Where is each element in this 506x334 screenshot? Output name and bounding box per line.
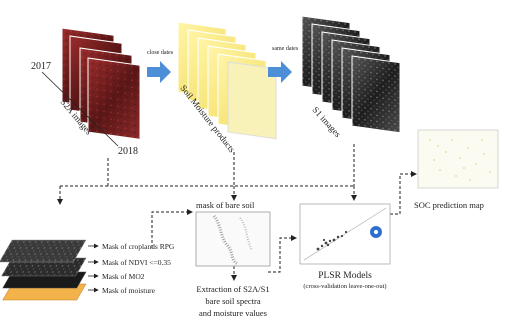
- close-dates-label: close dates: [147, 50, 174, 56]
- plsr-subtitle: (cross-validation leave-one-out): [303, 283, 386, 290]
- extraction-line1: Extraction of S2A/S1: [196, 284, 269, 294]
- year-start-label: 2017: [31, 61, 51, 72]
- plsr-title: PLSR Models: [318, 271, 372, 281]
- s1-image-stack: [301, 15, 401, 134]
- bare-soil-label: mask of bare soil: [196, 200, 255, 210]
- same-dates-label: same dates: [272, 46, 299, 52]
- mask-label-ndvi: Mask of NDVI <=0.35: [102, 258, 171, 267]
- time-axis-line: [41, 71, 119, 147]
- soc-map-label: SOC prediction map: [414, 200, 484, 210]
- mask-layer-stack: [0, 239, 87, 301]
- mask-label-mo2: Mask of MO2: [102, 272, 145, 281]
- mask-label-arrows: [88, 243, 99, 293]
- connector-lines: [57, 144, 417, 281]
- soc-prediction-map: [417, 129, 499, 189]
- mask-label-croplands: Mask of croplands RPG: [102, 242, 175, 251]
- year-end-label: 2018: [118, 146, 138, 157]
- bare-soil-map: [195, 211, 271, 267]
- extraction-line3: and moisture values: [199, 308, 267, 318]
- same-dates-arrow: [268, 61, 292, 83]
- close-dates-arrow: [147, 61, 171, 83]
- extraction-line2: bare soil spectra: [205, 296, 260, 306]
- mask-label-moisture: Mask of moisture: [102, 286, 156, 295]
- plsr-scatter-thumbnail: [299, 203, 391, 265]
- s2a-image-stack: [61, 27, 141, 140]
- soil-moisture-stack: [177, 21, 277, 140]
